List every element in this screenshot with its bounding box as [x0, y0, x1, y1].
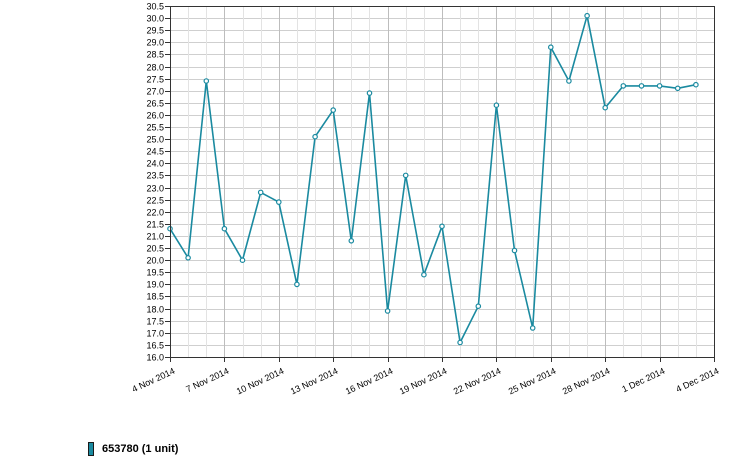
y-tick-label: 18.5 [146, 292, 164, 302]
y-tick-label: 29.5 [146, 26, 164, 36]
y-tick-label: 23.0 [146, 184, 164, 194]
x-tick-label: 7 Nov 2014 [184, 366, 230, 395]
data-point [493, 102, 500, 109]
y-tick-label: 20.0 [146, 256, 164, 266]
data-point [402, 172, 409, 179]
x-tick-label: 19 Nov 2014 [398, 366, 448, 397]
y-tick-label: 27.0 [146, 87, 164, 97]
data-point [221, 225, 228, 232]
data-point [366, 90, 373, 96]
y-tick-label: 24.5 [146, 147, 164, 157]
x-tick-label: 25 Nov 2014 [507, 366, 557, 397]
data-point [384, 308, 391, 314]
data-point [294, 281, 300, 288]
y-tick-label: 26.0 [146, 111, 164, 121]
data-point [547, 44, 554, 51]
y-tick-label: 28.5 [146, 50, 164, 60]
data-point [602, 104, 609, 111]
y-tick-label: 27.5 [146, 75, 164, 85]
y-axis-tick-labels: 16.0 16.5 17.0 17.5 18.0 18.5 19.0 19.5 20.0 20.5… [146, 2, 164, 363]
data-point [457, 339, 463, 346]
chart-series [167, 12, 699, 346]
y-tick-label: 26.5 [146, 99, 164, 109]
data-point [348, 238, 355, 244]
data-point [439, 223, 445, 230]
y-tick-label: 21.0 [146, 232, 164, 242]
x-tick-label: 4 Dec 2014 [674, 366, 720, 395]
y-tick-label: 30.5 [146, 2, 164, 12]
data-point [674, 85, 681, 92]
legend-swatch [88, 442, 94, 456]
data-point [584, 12, 590, 19]
y-tick-label: 25.5 [146, 123, 164, 133]
data-point [638, 83, 645, 89]
data-point [620, 83, 627, 89]
y-tick-label: 16.5 [146, 341, 164, 351]
y-tick-label: 23.5 [146, 171, 164, 181]
series-line [169, 14, 697, 344]
y-tick-label: 17.0 [146, 329, 164, 339]
x-tick-label: 4 Nov 2014 [130, 366, 176, 395]
data-point [185, 254, 191, 261]
y-tick-label: 21.5 [146, 220, 164, 230]
y-tick-label: 22.5 [146, 196, 164, 206]
y-tick-label: 16.0 [146, 353, 164, 363]
data-point [529, 325, 536, 331]
x-tick-label: 16 Nov 2014 [344, 366, 394, 397]
y-tick-label: 24.0 [146, 159, 164, 169]
data-point [275, 199, 282, 205]
data-point [330, 107, 337, 113]
x-tick-label: 22 Nov 2014 [452, 366, 502, 397]
y-tick-label: 19.0 [146, 280, 164, 290]
data-point [511, 247, 518, 254]
x-axis-tick-labels: 4 Nov 2014 7 Nov 2014 10 Nov 2014 13 Nov 20… [130, 366, 720, 397]
data-point [312, 133, 318, 140]
legend-label: 653780 (1 unit) [102, 443, 179, 455]
chart-grid [165, 6, 715, 362]
y-tick-label: 25.0 [146, 135, 164, 145]
legend: 653780 (1 unit) [88, 440, 178, 458]
y-tick-label: 20.5 [146, 244, 164, 254]
data-point [693, 81, 699, 88]
data-point [257, 189, 264, 196]
y-tick-label: 17.5 [146, 317, 164, 327]
y-tick-label: 30.0 [146, 14, 164, 24]
x-tick-label: 10 Nov 2014 [235, 366, 285, 397]
x-tick-label: 13 Nov 2014 [289, 366, 339, 397]
data-point [566, 78, 572, 84]
y-tick-label: 29.0 [146, 38, 164, 48]
x-tick-label: 1 Dec 2014 [620, 366, 666, 395]
y-tick-label: 18.0 [146, 305, 164, 315]
x-tick-label: 28 Nov 2014 [561, 366, 611, 397]
y-tick-label: 19.5 [146, 268, 164, 278]
y-tick-label: 28.0 [146, 63, 164, 73]
data-point [656, 83, 663, 89]
data-point [421, 271, 427, 278]
data-point [239, 257, 246, 264]
data-point [203, 78, 210, 84]
data-point [475, 303, 482, 310]
plot-frame [170, 6, 715, 358]
y-tick-label: 22.0 [146, 208, 164, 218]
